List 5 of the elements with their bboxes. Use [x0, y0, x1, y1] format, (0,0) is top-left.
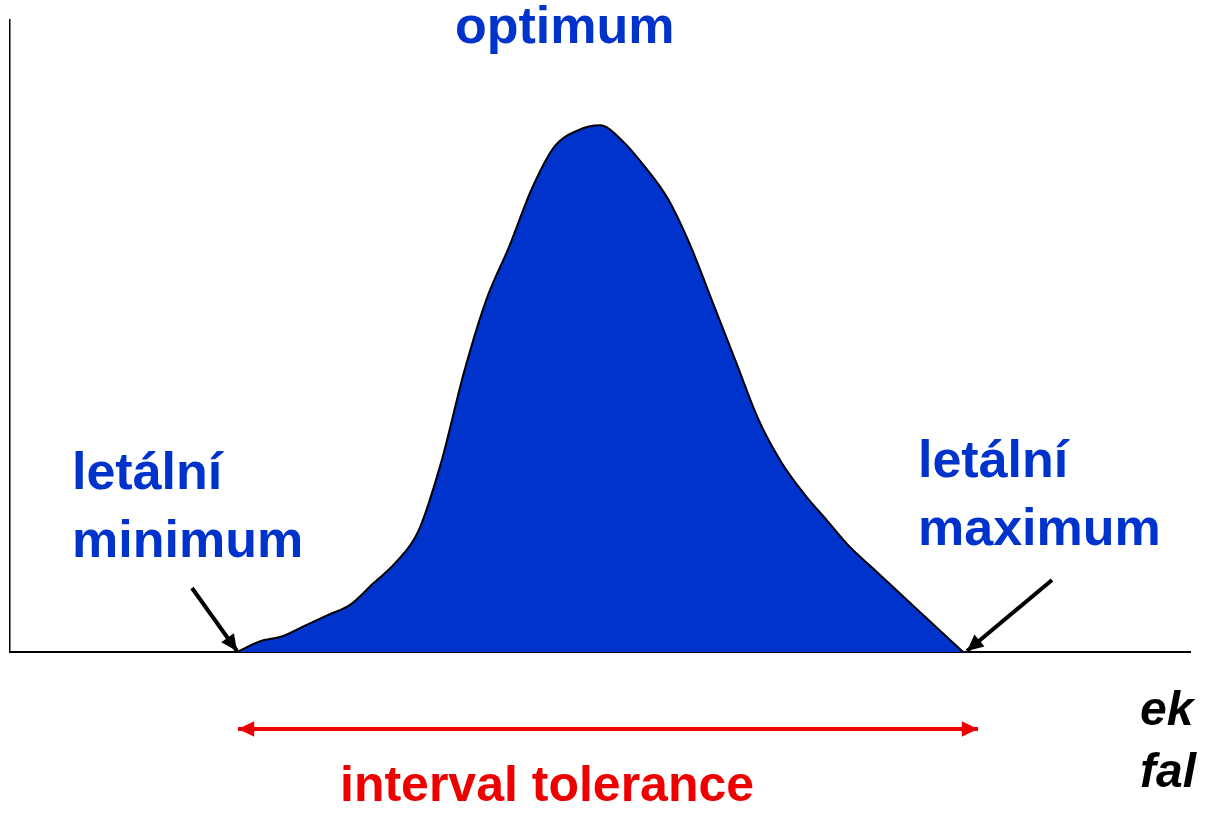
annotation: letální minimum — [72, 441, 305, 570]
annotation: letální maximum — [918, 429, 1162, 558]
x-axis-title: ek fal — [1140, 681, 1197, 800]
text: interval tolerance — [340, 755, 756, 814]
text: optimum — [455, 0, 676, 56]
